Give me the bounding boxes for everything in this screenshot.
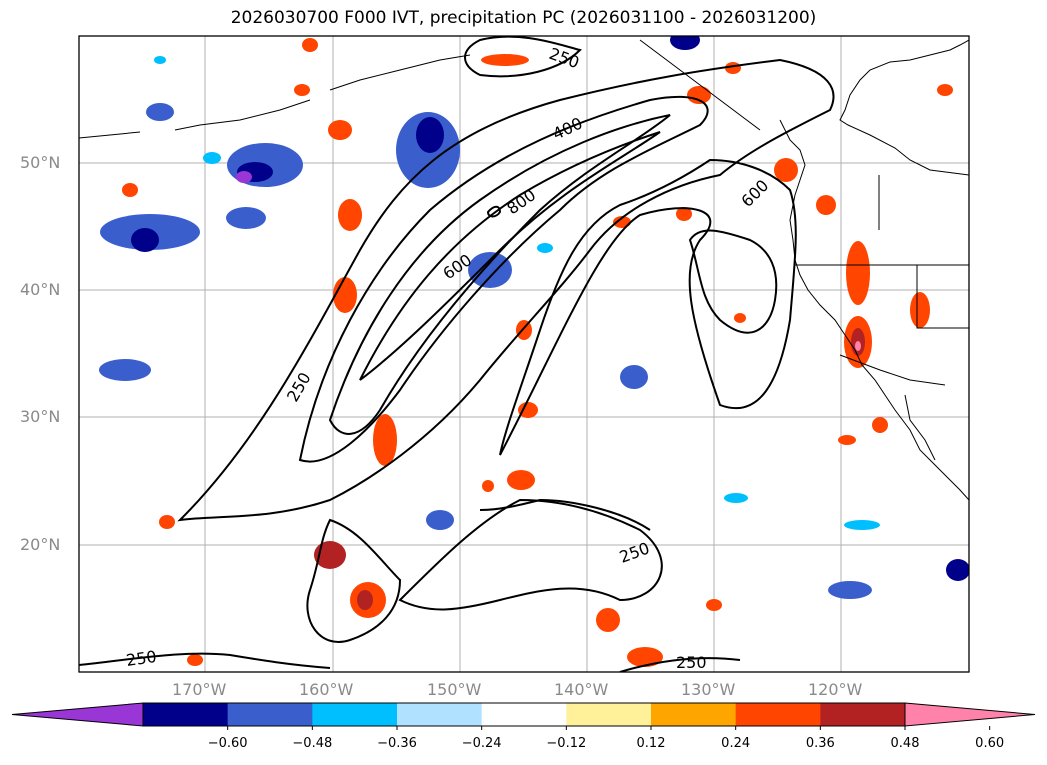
colorbar-segment: [481, 703, 567, 726]
colorbar-extend-high: [904, 702, 1036, 727]
lat-label: 30°N: [20, 407, 61, 426]
colorbar-segment: [397, 703, 483, 726]
lon-label: 120°W: [808, 680, 863, 699]
colorbar-segment: [227, 703, 313, 726]
gridlines: [79, 36, 969, 672]
colorbar-tick-label: 0.60: [975, 736, 1005, 751]
coastlines: [79, 39, 969, 501]
lat-label: 20°N: [20, 535, 61, 554]
colorbar-segment: [143, 703, 229, 726]
map-frame: [78, 35, 970, 673]
lat-label: 40°N: [20, 280, 61, 299]
colorbar-segment: [566, 703, 652, 726]
colorbar-frame: [142, 702, 906, 727]
colorbar-segment: [735, 703, 821, 726]
contour-label: 250: [125, 647, 158, 670]
precip-anomaly-fill: [99, 36, 969, 667]
colorbar-tick-label: −0.36: [377, 736, 417, 751]
lon-label: 160°W: [299, 680, 354, 699]
colorbar-tick-label: −0.24: [461, 736, 502, 751]
lon-label: 130°W: [681, 680, 736, 699]
contour-label: 250: [617, 538, 652, 566]
lon-label: 140°W: [554, 680, 609, 699]
contour-label: 600: [737, 176, 772, 211]
plot-title: 2026030700 F000 IVT, precipitation PC (2…: [230, 8, 817, 28]
contour-label: 600: [439, 250, 475, 283]
colorbar-segment: [820, 703, 906, 726]
ivt-contours: [79, 36, 835, 672]
colorbar-tick-label: −0.48: [292, 736, 333, 751]
contour-label: 250: [283, 369, 315, 405]
contour-label: 250: [676, 653, 707, 672]
colorbar-extend-low: [11, 702, 144, 727]
colorbar-tick-label: −0.60: [207, 736, 248, 751]
colorbar-segment: [651, 703, 737, 726]
contour-label: 800: [503, 185, 539, 218]
contour-label: 400: [550, 113, 586, 143]
colorbar-tick-label: −0.12: [546, 736, 587, 751]
colorbar-tick-label: 0.24: [721, 736, 751, 751]
lat-label: 50°N: [20, 153, 61, 172]
colorbar-tick-label: 0.12: [636, 736, 666, 751]
colorbar-tick-label: 0.36: [805, 736, 835, 751]
lon-label: 150°W: [427, 680, 482, 699]
colorbar: [11, 702, 1036, 730]
lon-label: 170°W: [172, 680, 227, 699]
colorbar-tick-label: 0.48: [890, 736, 920, 751]
colorbar-segment: [312, 703, 398, 726]
